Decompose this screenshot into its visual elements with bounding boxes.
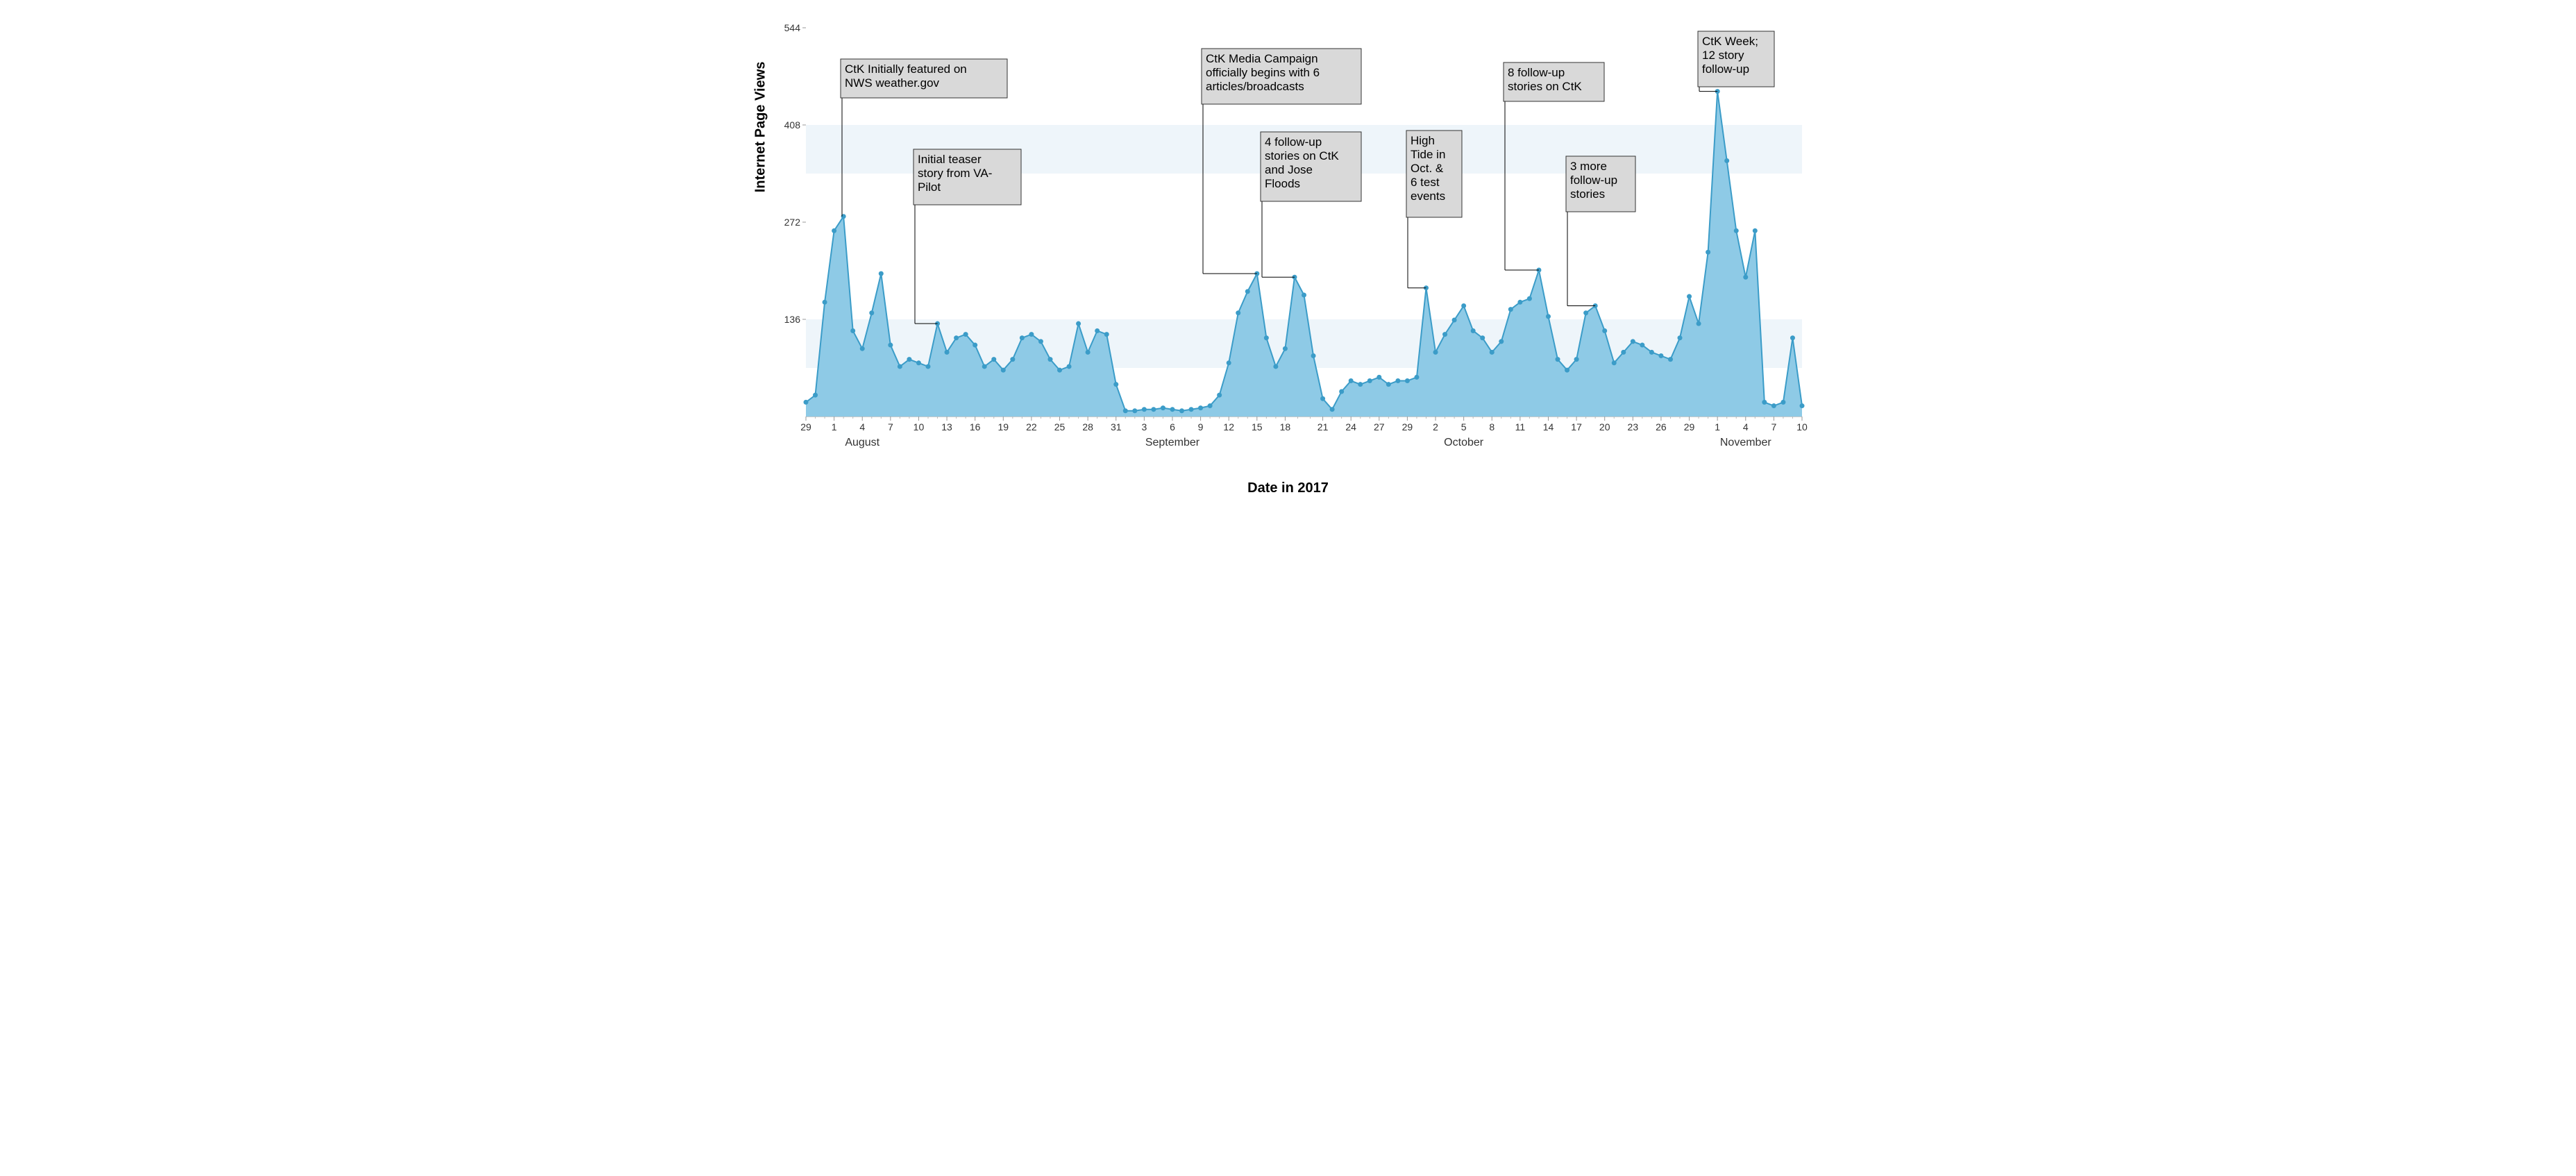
svg-text:25: 25 — [1054, 421, 1065, 432]
svg-text:story from VA-: story from VA- — [918, 167, 992, 180]
svg-text:November: November — [1719, 437, 1771, 448]
x-axis-label: Date in 2017 — [1247, 480, 1329, 496]
svg-text:Initial teaser: Initial teaser — [918, 153, 982, 166]
svg-text:20: 20 — [1599, 421, 1610, 432]
svg-text:13: 13 — [941, 421, 952, 432]
svg-text:September: September — [1145, 437, 1199, 448]
svg-text:6: 6 — [1170, 421, 1175, 432]
svg-text:12: 12 — [1223, 421, 1234, 432]
svg-text:9: 9 — [1197, 421, 1203, 432]
svg-text:follow-up: follow-up — [1570, 174, 1617, 187]
svg-text:272: 272 — [784, 217, 800, 228]
svg-text:stories: stories — [1570, 187, 1605, 201]
svg-text:8: 8 — [1489, 421, 1495, 432]
svg-text:29: 29 — [800, 421, 811, 432]
svg-text:29: 29 — [1683, 421, 1694, 432]
svg-text:3 more: 3 more — [1570, 160, 1607, 173]
svg-text:24: 24 — [1345, 421, 1356, 432]
svg-text:408: 408 — [784, 119, 800, 131]
svg-text:CtK Initially featured on: CtK Initially featured on — [845, 62, 967, 76]
y-axis-label: Internet Page Views — [752, 62, 768, 193]
svg-text:8 follow-up: 8 follow-up — [1508, 66, 1565, 79]
svg-text:23: 23 — [1627, 421, 1638, 432]
svg-text:2: 2 — [1433, 421, 1438, 432]
svg-text:7: 7 — [1771, 421, 1776, 432]
svg-text:15: 15 — [1252, 421, 1263, 432]
svg-text:136: 136 — [784, 314, 800, 325]
svg-text:follow-up: follow-up — [1702, 62, 1749, 76]
svg-text:Pilot: Pilot — [918, 180, 941, 194]
svg-text:10: 10 — [1796, 421, 1808, 432]
svg-text:Floods: Floods — [1265, 177, 1300, 190]
svg-text:3: 3 — [1141, 421, 1147, 432]
svg-text:7: 7 — [887, 421, 893, 432]
svg-text:16: 16 — [969, 421, 980, 432]
svg-text:19: 19 — [997, 421, 1009, 432]
area-chart: 1362724085442914710131619222528313691215… — [768, 14, 1809, 458]
svg-text:18: 18 — [1279, 421, 1290, 432]
svg-text:August: August — [845, 437, 879, 448]
svg-text:10: 10 — [913, 421, 924, 432]
svg-text:Oct. &: Oct. & — [1411, 162, 1444, 175]
svg-text:stories on CtK: stories on CtK — [1265, 149, 1339, 162]
svg-text:Tide in: Tide in — [1411, 148, 1445, 161]
svg-text:28: 28 — [1082, 421, 1093, 432]
svg-text:CtK Media Campaign: CtK Media Campaign — [1206, 52, 1318, 65]
svg-text:14: 14 — [1542, 421, 1554, 432]
svg-text:22: 22 — [1026, 421, 1037, 432]
svg-text:544: 544 — [784, 22, 800, 33]
svg-text:21: 21 — [1317, 421, 1328, 432]
svg-text:5: 5 — [1460, 421, 1466, 432]
svg-text:26: 26 — [1656, 421, 1667, 432]
svg-text:11: 11 — [1515, 421, 1525, 432]
svg-text:4 follow-up: 4 follow-up — [1265, 135, 1322, 149]
svg-text:27: 27 — [1374, 421, 1385, 432]
svg-text:17: 17 — [1571, 421, 1582, 432]
chart-container: Internet Page Views 13627240854429147101… — [768, 14, 1809, 486]
svg-text:officially begins with 6: officially begins with 6 — [1206, 66, 1320, 79]
svg-text:and Jose: and Jose — [1265, 163, 1313, 176]
svg-text:31: 31 — [1110, 421, 1121, 432]
svg-text:articles/broadcasts: articles/broadcasts — [1206, 80, 1304, 93]
svg-text:4: 4 — [1742, 421, 1748, 432]
svg-text:October: October — [1444, 437, 1484, 448]
svg-text:1: 1 — [831, 421, 836, 432]
svg-text:events: events — [1411, 190, 1445, 203]
svg-text:6 test: 6 test — [1411, 176, 1440, 189]
svg-text:NWS weather.gov: NWS weather.gov — [845, 76, 940, 90]
svg-text:stories on CtK: stories on CtK — [1508, 80, 1582, 93]
svg-text:4: 4 — [859, 421, 865, 432]
svg-text:1: 1 — [1715, 421, 1720, 432]
svg-text:High: High — [1411, 134, 1435, 147]
svg-text:12 story: 12 story — [1702, 49, 1744, 62]
svg-text:29: 29 — [1401, 421, 1413, 432]
svg-text:CtK Week;: CtK Week; — [1702, 35, 1758, 48]
